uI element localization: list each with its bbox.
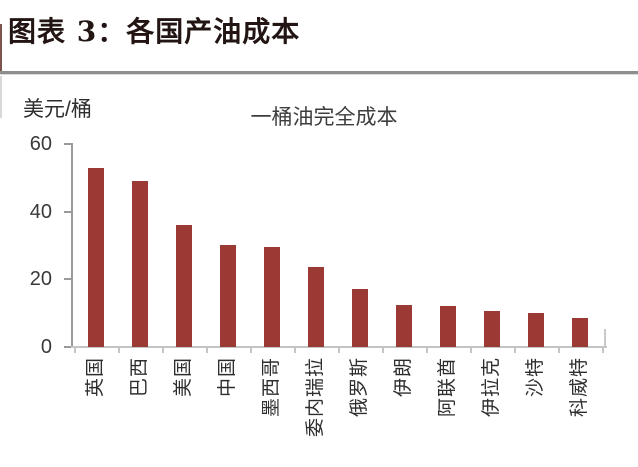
x-axis-category-label-text: 伊拉克 <box>481 357 502 418</box>
bar <box>352 289 368 347</box>
left-edge-mark-top <box>0 24 2 71</box>
x-axis-category-label-text: 沙特 <box>525 357 546 398</box>
y-axis-tick <box>64 143 71 145</box>
bar <box>440 306 456 347</box>
header-divider <box>0 71 638 75</box>
x-axis-category-label-text: 伊朗 <box>393 357 414 398</box>
x-axis-category-label: 巴西 <box>129 357 150 457</box>
bar <box>88 168 104 347</box>
bar <box>528 313 544 347</box>
x-axis-category-label-text: 墨西哥 <box>261 357 282 418</box>
bar <box>484 311 500 347</box>
y-axis-unit-label: 美元/桶 <box>23 98 92 121</box>
bar <box>220 245 236 347</box>
x-axis-category-label: 美国 <box>173 357 194 457</box>
x-axis-tick <box>206 348 208 353</box>
bar <box>396 305 412 347</box>
x-axis-tick <box>294 348 296 353</box>
y-axis-tick <box>64 278 71 281</box>
x-axis-category-label: 伊拉克 <box>481 357 502 457</box>
x-axis-end-tick <box>604 329 606 347</box>
y-axis-tick <box>64 346 71 348</box>
x-axis-category-label: 沙特 <box>525 357 546 457</box>
figure-header-label: 图表 3：各国产油成本 <box>8 15 301 48</box>
x-axis-category-label-text: 俄罗斯 <box>349 357 370 418</box>
x-axis-category-label: 英国 <box>85 357 106 457</box>
chart-title: 一桶油完全成本 <box>250 106 398 129</box>
x-axis-category-label: 俄罗斯 <box>349 357 370 457</box>
x-axis-tick <box>382 348 384 353</box>
bar <box>308 267 324 347</box>
x-axis-tick <box>162 348 164 353</box>
left-edge-mark-bottom <box>0 76 2 118</box>
y-axis-tick-label: 60 <box>29 133 52 155</box>
x-axis-tick <box>558 348 560 353</box>
x-axis-category-label-text: 英国 <box>85 357 106 398</box>
x-axis-tick <box>426 348 428 353</box>
y-axis-line <box>71 143 73 348</box>
x-axis-category-label: 伊朗 <box>393 357 414 457</box>
x-axis-category-label: 中国 <box>217 357 238 457</box>
x-axis-tick <box>338 348 340 353</box>
x-axis-line <box>71 346 607 348</box>
x-axis-category-label: 阿联酋 <box>437 357 458 457</box>
x-axis-category-label-text: 阿联酋 <box>437 357 458 418</box>
y-axis-tick-label: 40 <box>29 200 52 223</box>
x-axis-category-label-text: 科威特 <box>569 357 590 418</box>
x-axis-tick <box>250 348 252 353</box>
x-axis-tick <box>602 348 604 353</box>
x-axis-category-label-text: 美国 <box>173 357 194 398</box>
x-axis-tick <box>118 348 120 353</box>
x-axis-tick <box>74 348 76 353</box>
y-axis-tick-label: 20 <box>29 268 52 291</box>
bar <box>132 181 148 347</box>
x-axis-tick <box>514 348 516 353</box>
y-axis-tick <box>64 210 71 213</box>
x-axis-category-label-text: 巴西 <box>129 357 150 398</box>
bar <box>176 225 192 347</box>
x-axis-category-label-text: 中国 <box>217 357 238 398</box>
x-axis-category-label: 科威特 <box>569 357 590 457</box>
bar <box>264 247 280 347</box>
x-axis-tick <box>470 348 472 353</box>
x-axis-category-label-text: 委内瑞拉 <box>305 357 326 438</box>
y-axis-tick-label: 0 <box>40 336 52 358</box>
x-axis-category-label: 委内瑞拉 <box>305 357 326 457</box>
bar <box>572 318 588 347</box>
x-axis-category-label: 墨西哥 <box>261 357 282 457</box>
